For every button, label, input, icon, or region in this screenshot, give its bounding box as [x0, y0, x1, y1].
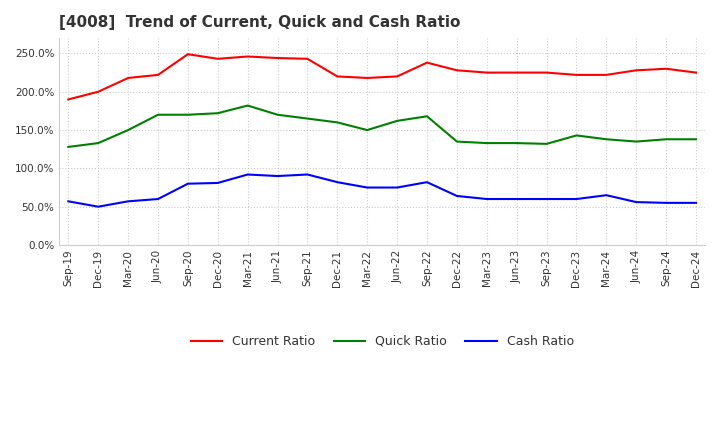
Quick Ratio	[124, 128, 132, 133]
Current Ratio	[602, 72, 611, 77]
Quick Ratio	[662, 136, 670, 142]
Current Ratio	[94, 89, 102, 95]
Quick Ratio	[542, 141, 551, 147]
Current Ratio	[662, 66, 670, 71]
Cash Ratio	[363, 185, 372, 190]
Current Ratio	[513, 70, 521, 75]
Cash Ratio	[184, 181, 192, 187]
Cash Ratio	[692, 200, 701, 205]
Line: Quick Ratio: Quick Ratio	[68, 106, 696, 147]
Cash Ratio	[482, 196, 491, 202]
Quick Ratio	[94, 140, 102, 146]
Quick Ratio	[153, 112, 162, 117]
Current Ratio	[303, 56, 312, 62]
Cash Ratio	[602, 193, 611, 198]
Quick Ratio	[393, 118, 402, 124]
Current Ratio	[184, 51, 192, 57]
Quick Ratio	[632, 139, 641, 144]
Current Ratio	[363, 75, 372, 81]
Current Ratio	[692, 70, 701, 75]
Text: [4008]  Trend of Current, Quick and Cash Ratio: [4008] Trend of Current, Quick and Cash …	[59, 15, 461, 30]
Cash Ratio	[303, 172, 312, 177]
Current Ratio	[124, 75, 132, 81]
Current Ratio	[572, 72, 581, 77]
Quick Ratio	[213, 110, 222, 116]
Quick Ratio	[572, 133, 581, 138]
Current Ratio	[243, 54, 252, 59]
Cash Ratio	[213, 180, 222, 186]
Quick Ratio	[692, 136, 701, 142]
Quick Ratio	[333, 120, 342, 125]
Cash Ratio	[542, 196, 551, 202]
Cash Ratio	[243, 172, 252, 177]
Cash Ratio	[572, 196, 581, 202]
Quick Ratio	[274, 112, 282, 117]
Quick Ratio	[482, 140, 491, 146]
Cash Ratio	[64, 199, 73, 204]
Quick Ratio	[243, 103, 252, 108]
Current Ratio	[482, 70, 491, 75]
Current Ratio	[542, 70, 551, 75]
Cash Ratio	[274, 173, 282, 179]
Cash Ratio	[94, 204, 102, 209]
Current Ratio	[153, 72, 162, 77]
Cash Ratio	[124, 199, 132, 204]
Line: Current Ratio: Current Ratio	[68, 54, 696, 99]
Cash Ratio	[662, 200, 670, 205]
Current Ratio	[274, 55, 282, 61]
Cash Ratio	[632, 199, 641, 205]
Current Ratio	[423, 60, 431, 65]
Current Ratio	[393, 74, 402, 79]
Current Ratio	[333, 74, 342, 79]
Legend: Current Ratio, Quick Ratio, Cash Ratio: Current Ratio, Quick Ratio, Cash Ratio	[186, 330, 579, 353]
Current Ratio	[213, 56, 222, 62]
Quick Ratio	[453, 139, 462, 144]
Quick Ratio	[303, 116, 312, 121]
Cash Ratio	[423, 180, 431, 185]
Cash Ratio	[393, 185, 402, 190]
Current Ratio	[453, 68, 462, 73]
Cash Ratio	[513, 196, 521, 202]
Cash Ratio	[453, 193, 462, 198]
Quick Ratio	[513, 140, 521, 146]
Current Ratio	[632, 68, 641, 73]
Line: Cash Ratio: Cash Ratio	[68, 175, 696, 207]
Quick Ratio	[184, 112, 192, 117]
Cash Ratio	[153, 196, 162, 202]
Quick Ratio	[423, 114, 431, 119]
Quick Ratio	[363, 128, 372, 133]
Quick Ratio	[602, 136, 611, 142]
Quick Ratio	[64, 144, 73, 150]
Current Ratio	[64, 97, 73, 102]
Cash Ratio	[333, 180, 342, 185]
